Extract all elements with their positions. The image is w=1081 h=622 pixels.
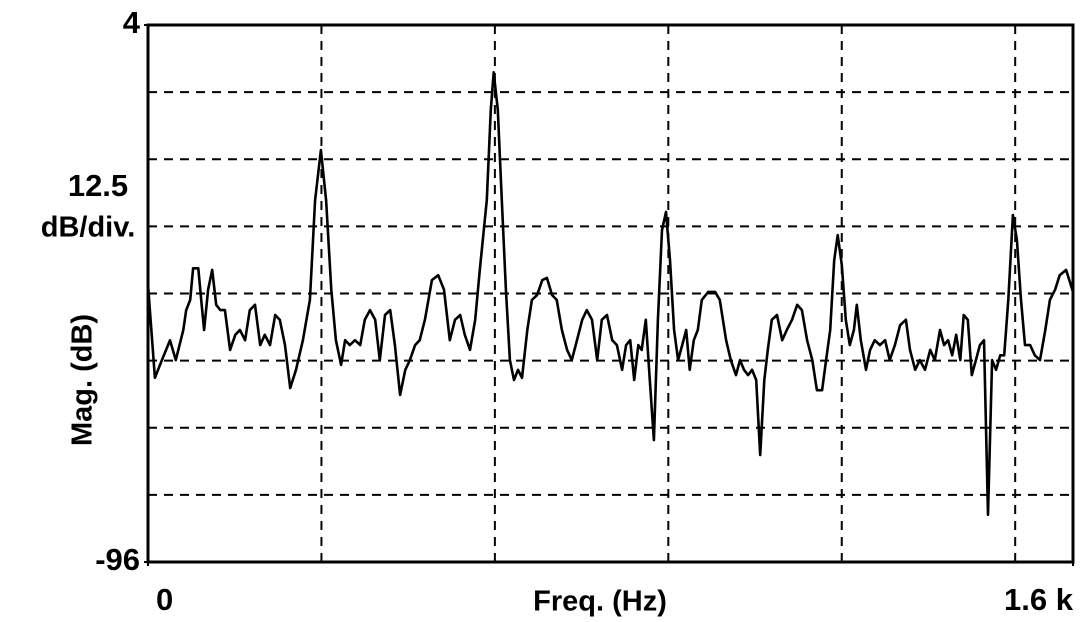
plot-frame xyxy=(146,23,1075,564)
y-axis-label: Mag. (dB) xyxy=(67,314,99,446)
spectrum-line xyxy=(146,71,1075,516)
annotation: 12.5 xyxy=(68,168,128,203)
x-tick-label: 1.6 k xyxy=(1004,582,1074,617)
x-tick-label: 0 xyxy=(156,582,173,617)
y-tick-label: -96 xyxy=(95,542,140,577)
x-axis-label: Freq. (Hz) xyxy=(533,586,667,618)
annotation: dB/div. xyxy=(41,212,136,244)
y-tick-label: 4 xyxy=(123,5,141,40)
